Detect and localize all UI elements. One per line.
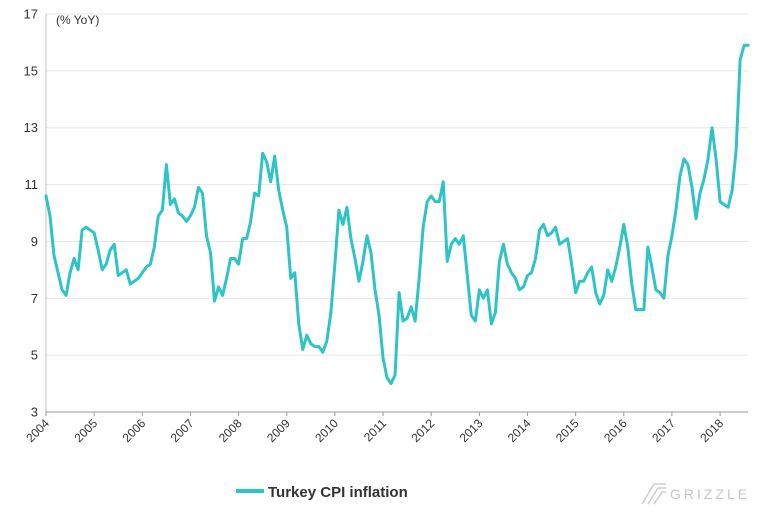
- series-layer: [44, 43, 750, 386]
- grizzle-logo-icon: [641, 483, 666, 505]
- y-tick-label: 11: [25, 177, 39, 192]
- x-tick-label: 2008: [216, 416, 245, 445]
- x-tick-label: 2011: [361, 416, 389, 444]
- y-tick-label: 3: [31, 405, 38, 420]
- x-tick-label: 2013: [457, 416, 486, 445]
- y-tick-label: 15: [24, 63, 38, 78]
- x-tick-label: 2007: [168, 416, 197, 445]
- axes: [45, 14, 748, 413]
- series-line-turkey-cpi: [44, 43, 750, 386]
- x-tick-label: 2009: [264, 416, 293, 445]
- watermark-text: GRIZZLE: [670, 486, 750, 502]
- y-tick-label: 7: [31, 291, 38, 306]
- gridlines: [46, 13, 748, 356]
- y-tick-label: 17: [24, 7, 38, 22]
- legend-label: Turkey CPI inflation: [268, 484, 408, 501]
- x-tick-label: 2006: [120, 416, 149, 445]
- x-tick-label: 2018: [697, 416, 726, 445]
- x-tick-label: 2010: [312, 416, 341, 445]
- x-tick-label: 2017: [649, 416, 678, 445]
- y-tick-labels: 3 5 7 9 11 13 15 17: [24, 7, 38, 420]
- y-tick-label: 5: [31, 348, 38, 363]
- legend: Turkey CPI inflation: [236, 484, 408, 501]
- y-tick-label: 13: [24, 120, 38, 135]
- x-tick-label: 2016: [601, 416, 630, 445]
- x-tick-label: 2012: [409, 416, 438, 445]
- x-tick-label: 2005: [71, 416, 100, 445]
- watermark: GRIZZLE: [641, 483, 750, 505]
- x-tick-labels: 2004 2005 2006 2007 2008 2009 2010 2011 2012 2013…: [23, 412, 726, 445]
- y-tick-label: 9: [31, 234, 38, 249]
- x-tick-label: 2015: [553, 416, 582, 445]
- x-tick-label: 2014: [505, 416, 534, 445]
- unit-label: (% YoY): [56, 13, 99, 27]
- x-tick-label: 2004: [23, 416, 52, 445]
